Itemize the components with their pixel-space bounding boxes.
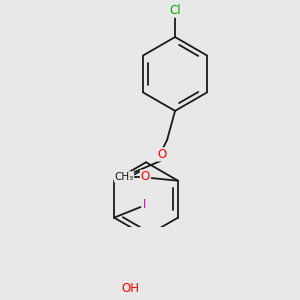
Text: I: I [143, 199, 146, 212]
Text: O: O [140, 170, 150, 183]
Text: Cl: Cl [169, 4, 181, 17]
Text: CH₃: CH₃ [114, 172, 134, 182]
Text: O: O [157, 148, 167, 161]
Text: OH: OH [121, 282, 139, 295]
